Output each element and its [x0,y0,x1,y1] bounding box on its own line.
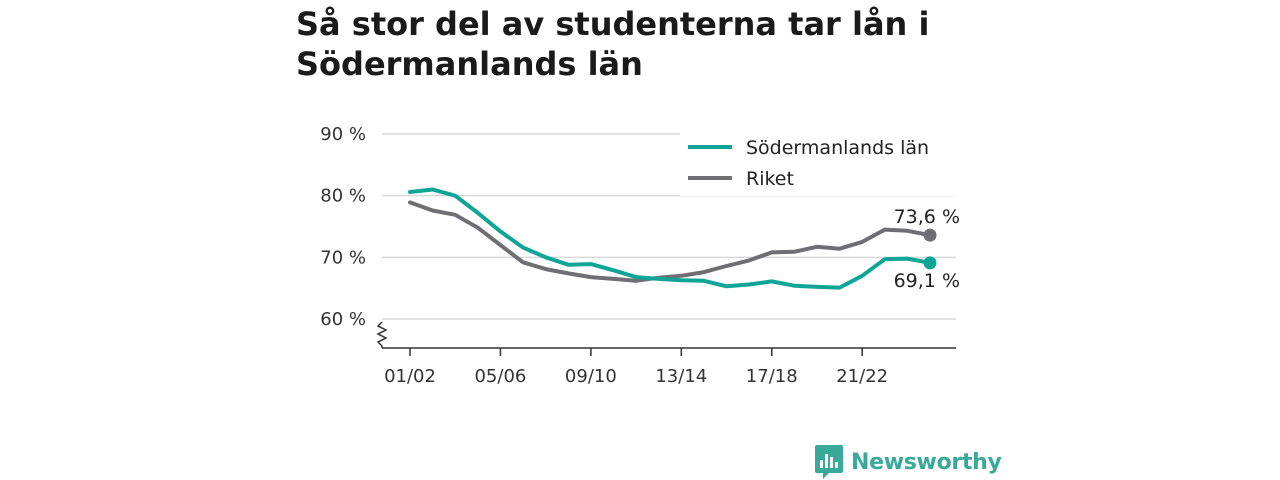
axis-break-icon [376,321,388,348]
y-axis-ticks: 60 % 70 % 80 % 90 % [320,124,366,330]
bar-chart-speech-bubble-icon [815,445,843,479]
x-tick-label: 09/10 [565,366,617,387]
series-end-point [923,228,937,242]
series-line-södermanlands-län [408,187,932,290]
x-axis-ticks: 01/02 05/06 09/10 13/14 17/18 21/22 [384,348,888,387]
brand-logo: Newsworthy [815,444,1002,480]
legend-label: Södermanlands län [746,137,929,159]
end-label: 69,1 % [894,270,960,292]
end-label: 73,6 % [894,206,960,228]
x-tick-label: 21/22 [836,366,888,387]
x-tick-label: 01/02 [384,366,436,387]
y-tick-label: 60 % [320,309,366,330]
legend: Södermanlands län Riket [680,130,956,196]
y-tick-label: 90 % [320,124,366,145]
x-tick-label: 17/18 [746,366,798,387]
legend-label: Riket [746,168,794,190]
y-tick-label: 70 % [320,247,366,268]
x-tick-label: 13/14 [655,366,707,387]
axes [376,321,956,349]
x-tick-label: 05/06 [474,366,526,387]
brand-name: Newsworthy [851,449,1002,475]
series-end-point [923,256,937,270]
y-tick-label: 80 % [320,186,366,207]
chart-title: Så stor del av studenterna tar lån i Söd… [296,5,930,83]
series-line-riket [408,200,932,283]
legend-background [680,130,956,196]
series-lines: 69,1 % 73,6 % [408,187,960,292]
